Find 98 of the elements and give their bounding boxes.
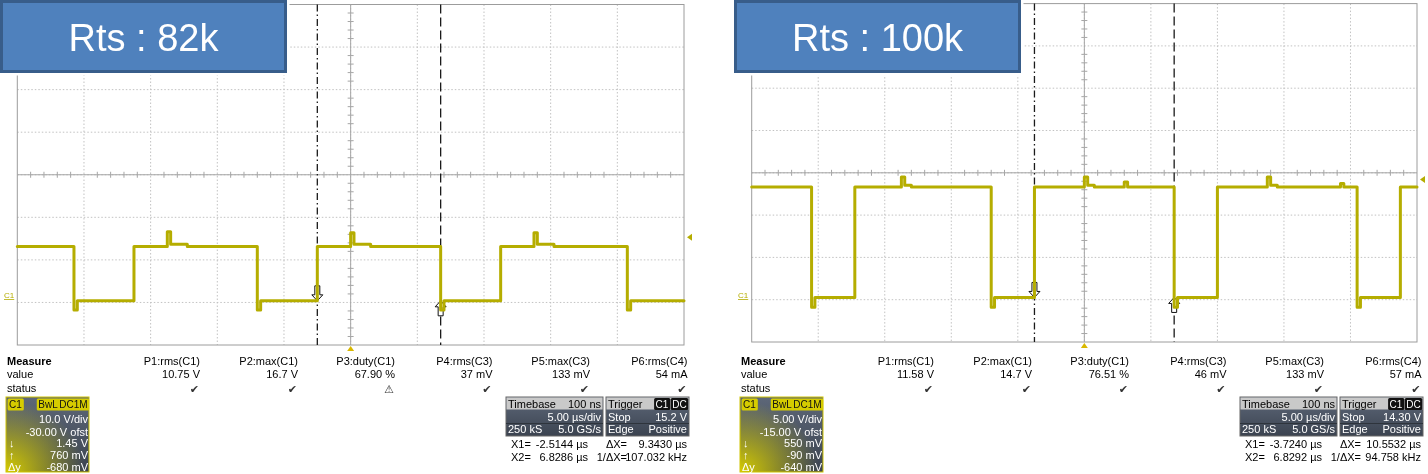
text: Trigger xyxy=(608,397,643,410)
text: 5.00 µs/div xyxy=(547,410,602,423)
text: status xyxy=(741,381,771,394)
text: Trigger xyxy=(1342,397,1377,410)
text: ✔ xyxy=(677,382,687,396)
text: -680 mV xyxy=(46,461,89,473)
text: 14.7 V xyxy=(1000,368,1033,380)
text: P3:duty(C1) xyxy=(336,355,395,367)
text: 54 mA xyxy=(655,368,689,380)
text: 10.5532 µs xyxy=(1366,437,1422,450)
text: -640 mV xyxy=(780,461,823,473)
text: 10.0 V/div xyxy=(39,413,89,425)
text: -3.7240 µs xyxy=(1269,437,1323,450)
text: 6.8292 µs xyxy=(1273,451,1323,463)
text: 250 kS xyxy=(508,423,543,435)
text: P6:rms(C4) xyxy=(631,355,688,367)
text: 1/ΔX= xyxy=(1330,451,1361,463)
text: X1= xyxy=(1245,437,1265,450)
text: Positive xyxy=(648,423,687,435)
text: Stop xyxy=(608,410,631,423)
text: ⚠ xyxy=(384,382,395,396)
text: 94.758 kHz xyxy=(1365,451,1421,463)
text: -90 mV xyxy=(786,449,823,461)
text: 250 kS xyxy=(1242,423,1277,435)
text: P5:max(C3) xyxy=(1265,355,1324,367)
text: Δy xyxy=(8,461,22,473)
text: ✔ xyxy=(1313,382,1323,396)
text: C1 xyxy=(738,291,749,300)
text: ↓ xyxy=(743,437,749,449)
text: -30.00 V ofst xyxy=(25,425,88,438)
text: 57 mA xyxy=(1389,368,1423,380)
text: ✔ xyxy=(1021,382,1031,396)
text: status xyxy=(7,381,37,394)
text: 15.2 V xyxy=(655,410,688,423)
text: ✔ xyxy=(579,382,589,396)
text: ↓ xyxy=(9,437,15,449)
text: P6:rms(C4) xyxy=(1365,355,1422,367)
text: P5:max(C3) xyxy=(531,355,590,367)
text: 5.0 GS/s xyxy=(558,423,602,435)
chart-title: Rts : 100k xyxy=(791,17,965,59)
text: Measure xyxy=(7,355,52,367)
text: 67.90 % xyxy=(354,368,396,380)
text: 5.0 GS/s xyxy=(1292,423,1336,435)
text: Stop xyxy=(1342,410,1365,423)
text: 107.032 kHz xyxy=(625,451,687,463)
text: 133 mV xyxy=(1286,368,1325,380)
text: P2:max(C1) xyxy=(973,355,1032,367)
text: Timebase xyxy=(508,397,556,410)
text: 10.75 V xyxy=(162,368,201,380)
text: 760 mV xyxy=(50,449,89,461)
text: 6.8286 µs xyxy=(539,451,589,463)
chart-title: Rts : 82k xyxy=(68,17,220,59)
text: C1 xyxy=(4,291,15,300)
text: 46 mV xyxy=(1194,368,1228,380)
text: ↑ xyxy=(743,449,749,461)
text: -2.5144 µs xyxy=(535,437,589,450)
text: 133 mV xyxy=(552,368,591,380)
text: Positive xyxy=(1382,423,1421,435)
text: Measure xyxy=(741,355,786,367)
text: X2= xyxy=(1245,451,1265,463)
text: ✔ xyxy=(287,382,297,396)
text: P3:duty(C1) xyxy=(1070,355,1129,367)
text: 550 mV xyxy=(784,437,823,449)
text: P4:rms(C3) xyxy=(1170,355,1227,367)
text: 76.51 % xyxy=(1088,368,1130,380)
text: ΔX= xyxy=(1339,437,1361,450)
text: 37 mV xyxy=(460,368,494,380)
text: 1/ΔX= xyxy=(596,451,627,463)
text: 100 ns xyxy=(567,397,602,410)
text: X1= xyxy=(511,437,531,450)
text: Δy xyxy=(742,461,756,473)
text: X2= xyxy=(511,451,531,463)
text: 11.58 V xyxy=(896,368,935,380)
text: P1:rms(C1) xyxy=(877,355,934,367)
text: ✔ xyxy=(923,382,933,396)
text: ✔ xyxy=(1216,382,1226,396)
text: P2:max(C1) xyxy=(239,355,298,367)
text: 100 ns xyxy=(1301,397,1336,410)
text: value xyxy=(741,368,768,380)
text: 9.3430 µs xyxy=(638,437,688,450)
text: ✔ xyxy=(1411,382,1421,396)
text: P4:rms(C3) xyxy=(436,355,493,367)
text: 16.7 V xyxy=(266,368,299,380)
text: ↑ xyxy=(9,449,15,461)
text: Edge xyxy=(1342,423,1368,435)
text: ΔX= xyxy=(605,437,627,450)
text: 14.30 V xyxy=(1383,410,1422,423)
text: -15.00 V ofst xyxy=(759,425,822,438)
text: ✔ xyxy=(482,382,492,396)
text: Edge xyxy=(608,423,634,435)
text: value xyxy=(7,368,34,380)
text: ✔ xyxy=(1118,382,1128,396)
text: 5.00 µs/div xyxy=(1281,410,1336,423)
text: ✔ xyxy=(189,382,199,396)
text: 1.45 V xyxy=(56,437,89,449)
text: P1:rms(C1) xyxy=(143,355,200,367)
text: 5.00 V/div xyxy=(773,413,823,425)
text: Timebase xyxy=(1242,397,1290,410)
